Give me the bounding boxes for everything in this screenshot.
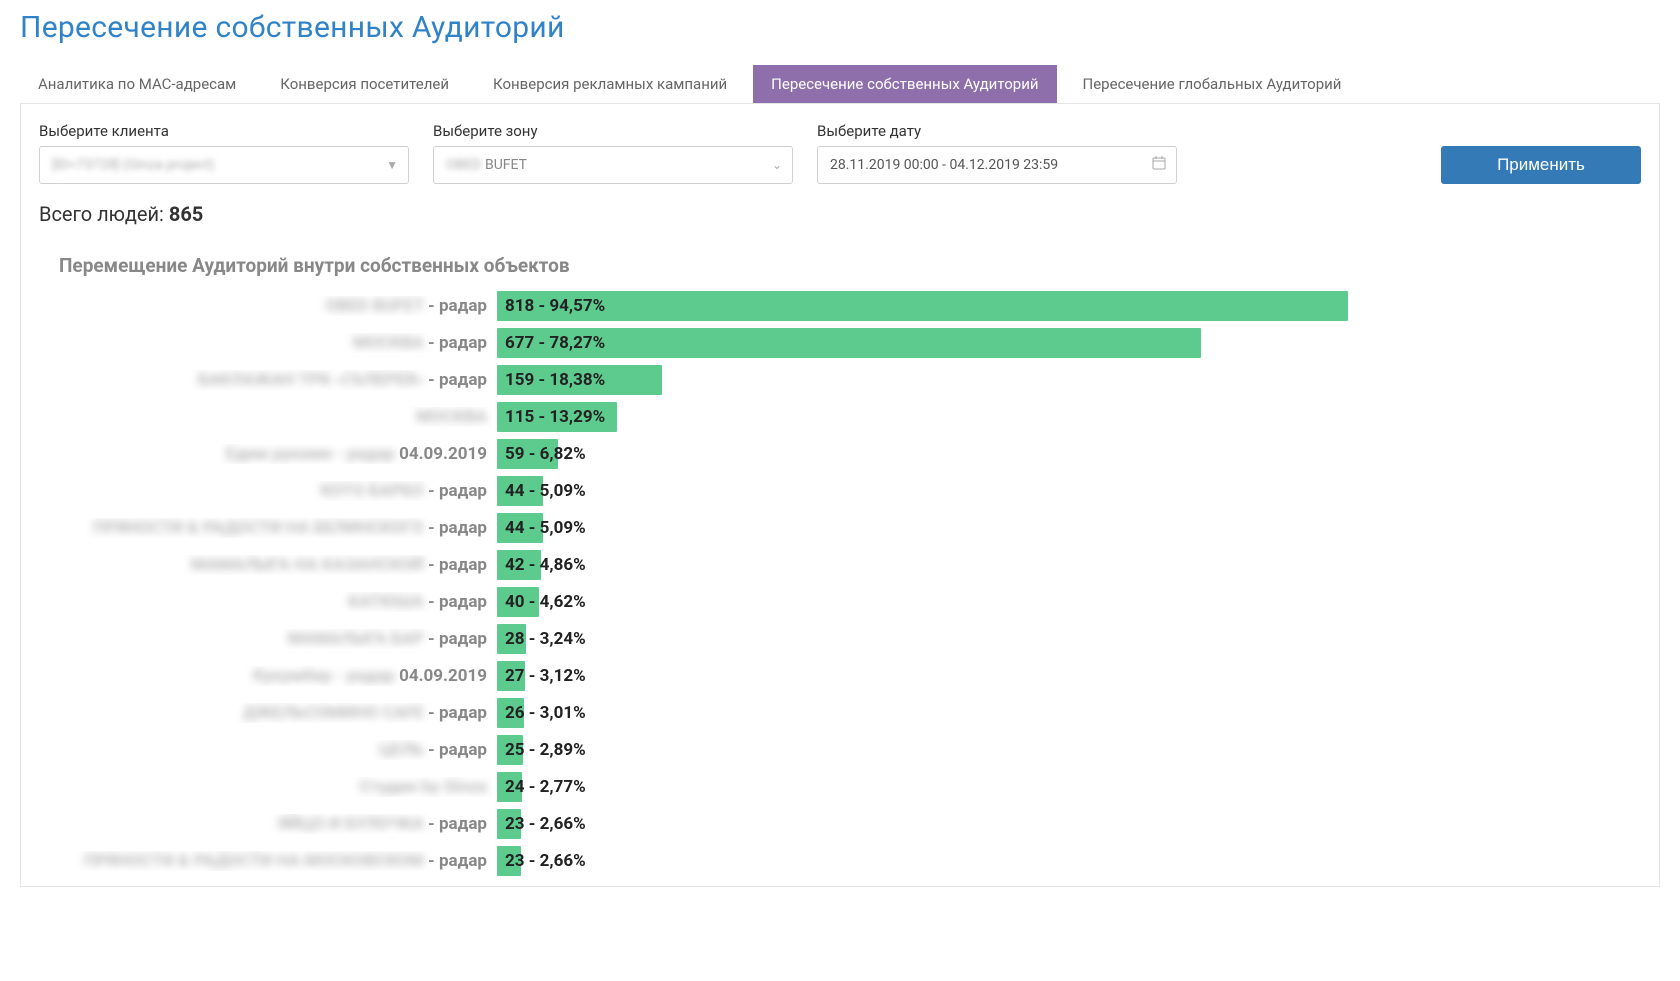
bar-track: 27 - 3,12% [497,661,1641,691]
tab-4[interactable]: Пересечение глобальных Аудиторий [1065,65,1360,103]
bar-track: 40 - 4,62% [497,587,1641,617]
bar-value: 28 - 3,24% [505,624,586,654]
chart-row-label: КОТО БАРБО - радар [57,481,497,501]
chart-row: МАМАЛЫГА НА КАЗАНСКОЙ - радар 42 - 4,86% [57,550,1641,580]
date-range-input[interactable]: 28.11.2019 00:00 - 04.12.2019 23:59 [817,146,1177,184]
page-title: Пересечение собственных Аудиторий [20,10,1660,45]
date-range-value: 28.11.2019 00:00 - 04.12.2019 23:59 [830,157,1058,173]
client-select-value: [ID=73728] (Ginza project) [52,157,214,173]
chart-row-label: МОСКВА - радар [57,333,497,353]
bar-track: 818 - 94,57% [497,291,1641,321]
chart-row-label: БАКЛАЖАН ТРК «ГАЛЕРЕЯ» - радар [57,370,497,390]
total-count: 865 [169,202,203,226]
filter-client-label: Выберите клиента [39,122,409,140]
bar-value: 23 - 2,66% [505,809,586,839]
bar-track: 44 - 5,09% [497,513,1641,543]
client-select[interactable]: [ID=73728] (Ginza project) ▼ [39,146,409,184]
chart-row-label: КАТЮША - радар [57,592,497,612]
bar-track: 677 - 78,27% [497,328,1641,358]
bar-value: 115 - 13,29% [505,402,605,432]
chart-row-label: ПРЯНОСТИ & РАДОСТИ НА БЕЛИНСКОГО - радар [57,518,497,538]
chart-row: Студия by Ginza 24 - 2,77% [57,772,1641,802]
chart-row: OBED BUFET - радар 818 - 94,57% [57,291,1641,321]
chart-row: ПРЯНОСТИ & РАДОСТИ НА БЕЛИНСКОГО - радар… [57,513,1641,543]
bar-track: 24 - 2,77% [497,772,1641,802]
bar-value: 44 - 5,09% [505,476,586,506]
chart-row-label: ЦЕЛЬ - радар [57,740,497,760]
chart-row-label: Студия by Ginza [57,777,497,797]
chevron-down-icon: ⌄ [772,158,782,172]
bar-value: 42 - 4,86% [505,550,586,580]
zone-select-value-blur: OBED [446,157,482,173]
bar-track: 23 - 2,66% [497,846,1641,876]
chart-row: МОСКВА - радар 677 - 78,27% [57,328,1641,358]
chart-row: МОСКВА 115 - 13,29% [57,402,1641,432]
bar-track: 28 - 3,24% [497,624,1641,654]
total-people: Всего людей: 865 [39,202,1641,226]
chart-row-label: МАМАЛЫГА НА КАЗАНСКОЙ - радар [57,555,497,575]
bar-track: 59 - 6,82% [497,439,1641,469]
bar-value: 40 - 4,62% [505,587,586,617]
bar-track: 23 - 2,66% [497,809,1641,839]
apply-button[interactable]: Применить [1441,146,1641,184]
filter-zone-label: Выберите зону [433,122,793,140]
content-panel: Выберите клиента [ID=73728] (Ginza proje… [20,104,1660,887]
bar-value: 26 - 3,01% [505,698,586,728]
chart-row-label: МОСКВА [57,407,497,427]
chart-row: КАТЮША - радар 40 - 4,62% [57,587,1641,617]
audience-bar-chart: OBED BUFET - радар 818 - 94,57% МОСКВА - р… [39,291,1641,876]
bar-value: 677 - 78,27% [505,328,605,358]
zone-select-value: BUFET [482,157,527,173]
chart-row-label: ПРЯНОСТИ & РАДОСТИ НА МОСКОВСКОМ - радар [57,851,497,871]
bar-value: 23 - 2,66% [505,846,586,876]
bar-track: 26 - 3,01% [497,698,1641,728]
filters-row: Выберите клиента [ID=73728] (Ginza proje… [39,122,1641,184]
chart-row: Едим руками - радар 04.09.2019 59 - 6,82% [57,439,1641,469]
bar-track: 42 - 4,86% [497,550,1641,580]
filter-zone: Выберите зону OBED BUFET ⌄ [433,122,793,184]
tab-1[interactable]: Конверсия посетителей [262,65,467,103]
bar-value: 25 - 2,89% [505,735,586,765]
tab-2[interactable]: Конверсия рекламных кампаний [475,65,745,103]
bar-value: 59 - 6,82% [505,439,586,469]
chart-row: Кукумбер - радар 04.09.2019 27 - 3,12% [57,661,1641,691]
tab-3[interactable]: Пересечение собственных Аудиторий [753,65,1056,103]
chart-row-label: Едим руками - радар 04.09.2019 [57,444,497,464]
chevron-down-icon: ▼ [386,158,398,172]
bar-track: 115 - 13,29% [497,402,1641,432]
chart-row: КОТО БАРБО - радар 44 - 5,09% [57,476,1641,506]
filter-client: Выберите клиента [ID=73728] (Ginza proje… [39,122,409,184]
chart-row-label: МАМАЛЫГА БАР - радар [57,629,497,649]
filter-date: Выберите дату 28.11.2019 00:00 - 04.12.2… [817,122,1177,184]
chart-row: МАМАЛЫГА БАР - радар 28 - 3,24% [57,624,1641,654]
bar-value: 24 - 2,77% [505,772,586,802]
filter-date-label: Выберите дату [817,122,1177,140]
chart-row-label: Кукумбер - радар 04.09.2019 [57,666,497,686]
chart-row-label: OBED BUFET - радар [57,296,497,316]
chart-row: ЯЙЦО И БУЛОЧКА - радар 23 - 2,66% [57,809,1641,839]
tab-0[interactable]: Аналитика по MAC-адресам [20,65,254,103]
tabs: Аналитика по MAC-адресамКонверсия посети… [20,65,1660,104]
chart-row-label: ЯЙЦО И БУЛОЧКА - радар [57,814,497,834]
chart-row: ПРЯНОСТИ & РАДОСТИ НА МОСКОВСКОМ - радар… [57,846,1641,876]
bar-track: 25 - 2,89% [497,735,1641,765]
zone-select[interactable]: OBED BUFET ⌄ [433,146,793,184]
bar-value: 159 - 18,38% [505,365,605,395]
chart-row-label: ДЖЕЛЬСОМИНО CAFE - радар [57,703,497,723]
bar-track: 159 - 18,38% [497,365,1641,395]
chart-title: Перемещение Аудиторий внутри собственных… [59,254,1641,277]
chart-row: ЦЕЛЬ - радар 25 - 2,89% [57,735,1641,765]
calendar-icon [1152,156,1166,174]
chart-row: ДЖЕЛЬСОМИНО CAFE - радар 26 - 3,01% [57,698,1641,728]
bar [497,291,1348,321]
bar-value: 44 - 5,09% [505,513,586,543]
bar-value: 818 - 94,57% [505,291,605,321]
bar-track: 44 - 5,09% [497,476,1641,506]
chart-row: БАКЛАЖАН ТРК «ГАЛЕРЕЯ» - радар 159 - 18,3… [57,365,1641,395]
bar-value: 27 - 3,12% [505,661,586,691]
total-prefix: Всего людей: [39,202,169,226]
